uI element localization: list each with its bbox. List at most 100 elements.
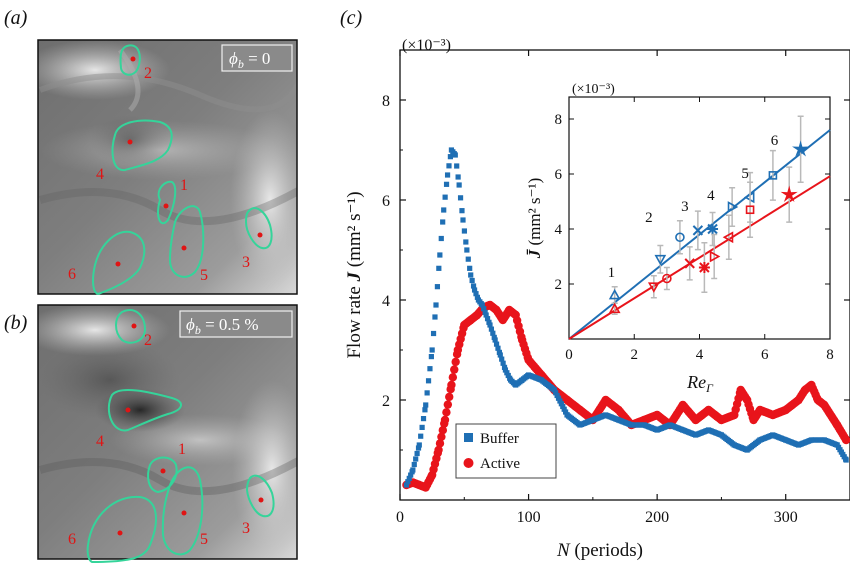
buffer-point bbox=[469, 277, 475, 284]
vortex-label-2: 2 bbox=[144, 65, 152, 82]
inset-x-tick-label: 6 bbox=[761, 347, 769, 363]
vortex-contour-4 bbox=[107, 389, 182, 432]
inset-y-label-var: J̄ bbox=[525, 248, 544, 259]
main-y-tick-label: 2 bbox=[382, 393, 390, 410]
vortex-contour-4 bbox=[111, 119, 173, 172]
inset-point-active bbox=[745, 205, 755, 215]
buffer-point bbox=[443, 181, 450, 187]
buffer-point bbox=[496, 349, 502, 355]
buffer-point bbox=[560, 403, 566, 410]
buffer-point bbox=[557, 398, 563, 404]
vortex-contours-a bbox=[92, 44, 273, 296]
vortex-contour-2 bbox=[115, 309, 147, 344]
buffer-point bbox=[495, 345, 501, 351]
vortex-contour-2 bbox=[119, 44, 141, 76]
main-multiplier: (×10⁻³) bbox=[402, 37, 451, 54]
inset-y-tick-label: 8 bbox=[555, 112, 563, 128]
inset-point-active bbox=[608, 302, 621, 314]
main-chart: (×10⁻³) 0 100 200 300 2 4 6 8 N (periods) Flow … bbox=[344, 37, 850, 561]
inset-point-label: 2 bbox=[645, 210, 653, 226]
series-active bbox=[402, 300, 850, 492]
inset-point-label: 3 bbox=[681, 199, 689, 215]
inset-point-active bbox=[780, 185, 798, 202]
main-y-tick-label: 8 bbox=[382, 93, 390, 110]
buffer-point bbox=[452, 152, 458, 158]
buffer-point bbox=[497, 352, 503, 358]
inset-x-label-var: Re bbox=[686, 372, 706, 392]
inset-point-active bbox=[722, 231, 734, 244]
buffer-point bbox=[408, 472, 414, 478]
buffer-point bbox=[551, 387, 557, 393]
panel-a-label: (a) bbox=[4, 7, 28, 29]
inset-x-axis-label: ReΓ bbox=[686, 372, 714, 395]
inset-point-active bbox=[662, 273, 672, 284]
buffer-point bbox=[465, 256, 471, 262]
inset-point-buffer bbox=[654, 254, 667, 266]
buffer-point bbox=[459, 208, 465, 214]
main-x-tick-label: 100 bbox=[517, 509, 541, 526]
buffer-point bbox=[471, 287, 478, 293]
buffer-point bbox=[442, 194, 448, 200]
svg-text:ϕb = 0: ϕb = 0 bbox=[229, 49, 270, 71]
phi-subscript: b bbox=[195, 323, 201, 337]
phi-label-b: ϕb = 0.5 % bbox=[179, 310, 293, 338]
buffer-point bbox=[430, 330, 437, 337]
buffer-point bbox=[410, 467, 416, 473]
inset-x-label-sub: Γ bbox=[705, 381, 714, 395]
buffer-point bbox=[425, 378, 432, 384]
buffer-point bbox=[422, 407, 428, 413]
buffer-point bbox=[414, 450, 420, 457]
buffer-point bbox=[490, 330, 496, 336]
inset-point-buffer bbox=[707, 223, 719, 235]
buffer-point bbox=[561, 406, 567, 412]
buffer-point bbox=[420, 416, 427, 422]
vortex-contour-5 bbox=[168, 205, 205, 278]
vortex-contour-6 bbox=[92, 230, 146, 296]
buffer-point bbox=[488, 326, 495, 332]
buffer-point bbox=[456, 182, 462, 188]
main-x-tick-label: 300 bbox=[774, 509, 798, 526]
buffer-point bbox=[419, 424, 425, 430]
y-label-var: J bbox=[344, 271, 365, 282]
vortex-label-3: 3 bbox=[242, 520, 250, 537]
buffer-point bbox=[553, 390, 559, 396]
buffer-point bbox=[424, 390, 430, 396]
buffer-point bbox=[457, 195, 464, 201]
vortex-contour-1 bbox=[147, 456, 178, 494]
active-point bbox=[451, 357, 460, 367]
buffer-point bbox=[411, 461, 417, 468]
buffer-point bbox=[423, 402, 429, 408]
buffer-point bbox=[444, 172, 451, 178]
main-x-tick-label: 200 bbox=[645, 509, 669, 526]
buffer-point bbox=[461, 228, 468, 234]
active-point bbox=[448, 373, 458, 382]
buffer-point bbox=[493, 341, 500, 347]
inset-point-buffer bbox=[608, 288, 621, 300]
vortex-label-1: 1 bbox=[180, 177, 188, 194]
buffer-point bbox=[843, 457, 849, 463]
buffer-point bbox=[432, 314, 438, 320]
vortex-contour-1 bbox=[157, 180, 177, 225]
inset-y-tick-label: 2 bbox=[555, 277, 563, 293]
panel-c: (c) (×10⁻³) 0 100 200 300 2 4 6 8 N (periods) F… bbox=[340, 7, 850, 561]
buffer-point bbox=[558, 401, 564, 407]
panel-b-image bbox=[38, 305, 297, 559]
vortex-contours-b bbox=[86, 309, 275, 564]
inset-y-tick-label: 6 bbox=[555, 167, 563, 183]
vortex-label-4: 4 bbox=[96, 433, 104, 450]
active-point bbox=[442, 408, 451, 417]
inset-x-tick-label: 0 bbox=[565, 347, 573, 363]
panel-c-label: (c) bbox=[340, 7, 363, 29]
buffer-point bbox=[406, 475, 412, 481]
fit-line-buffer bbox=[568, 129, 831, 340]
inset-point-buffer bbox=[768, 171, 778, 180]
active-point bbox=[447, 380, 456, 390]
buffer-point bbox=[504, 370, 510, 376]
legend-buffer-marker bbox=[464, 433, 473, 442]
panel-a: (a) ϕb = 0 1 bbox=[4, 7, 298, 296]
buffer-point bbox=[470, 283, 477, 289]
buffer-point bbox=[500, 360, 506, 366]
vortex-contour-3 bbox=[244, 207, 273, 250]
vortex-contour-5 bbox=[161, 466, 204, 556]
y-label-unit: (mm² s⁻¹) bbox=[344, 191, 365, 272]
